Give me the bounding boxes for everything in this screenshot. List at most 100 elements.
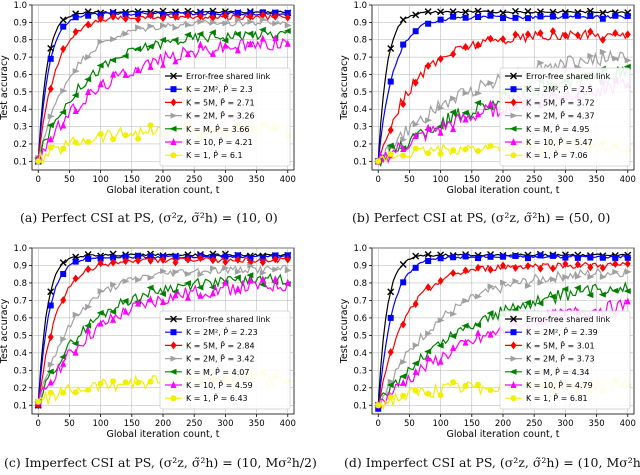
series-marker <box>110 281 118 288</box>
series-marker <box>60 145 67 152</box>
series-marker <box>208 29 216 36</box>
series-marker <box>72 106 79 114</box>
series-marker <box>97 259 104 268</box>
y-tick-label: 0.4 <box>13 105 27 115</box>
series-marker <box>500 279 507 286</box>
x-tick-label: 400 <box>280 175 296 185</box>
legend-label: K = 1, P̂ = 6.43 <box>186 393 248 403</box>
x-tick-label: 250 <box>186 175 202 185</box>
series-marker <box>172 258 179 267</box>
legend-label: K = M, P̂ = 3.66 <box>186 123 249 133</box>
series-marker <box>487 283 495 290</box>
legend-marker <box>170 152 177 159</box>
series-marker <box>475 255 482 262</box>
series-marker <box>612 55 620 62</box>
series-marker <box>524 8 532 16</box>
series-marker <box>462 8 470 16</box>
series-marker <box>400 41 407 48</box>
series-marker <box>160 255 166 264</box>
series-marker <box>437 276 444 285</box>
x-tick-label: 50 <box>404 175 415 185</box>
series-marker <box>537 13 544 20</box>
caption-a: (a) Perfect CSI at PS, (σ²z, σ̃²h) = (10… <box>20 210 278 225</box>
series-marker <box>60 44 67 53</box>
y-tick-label: 0.4 <box>13 349 27 359</box>
series-marker <box>233 31 241 38</box>
legend-marker <box>170 315 177 323</box>
series-marker <box>97 380 104 387</box>
series-marker <box>46 122 54 129</box>
series-marker <box>624 12 631 19</box>
series-marker <box>221 37 229 44</box>
series-marker <box>375 158 382 165</box>
series-marker <box>147 122 154 129</box>
series-marker <box>47 378 54 386</box>
legend-label: K = 2M², P̂ = 2.23 <box>186 327 258 337</box>
series-marker <box>412 367 419 375</box>
legend-label: K = 2M², P̂ = 2.39 <box>526 327 598 337</box>
series-marker <box>122 257 129 266</box>
legend: Error-free shared link K = 2M², P̂ = 2.3 K… <box>159 67 291 167</box>
chart-panel-0: 0.1 0.2 0.3 0.4 0.5 0.6 0.7 0.8 0.9 1.0 0 50 100 150 2… <box>0 1 296 196</box>
series-marker <box>234 16 242 23</box>
series-marker <box>412 342 420 349</box>
y-tick-label: 0.3 <box>13 366 27 376</box>
series-marker <box>247 262 255 269</box>
series-marker <box>450 254 457 261</box>
caption-a-text: (a) Perfect CSI at PS, (σ²z, σ̃²h) = (10… <box>20 210 278 225</box>
series-marker <box>284 278 291 286</box>
series-marker <box>449 8 457 16</box>
legend-label: Error-free shared link <box>526 72 611 81</box>
y-tick-label: 1.0 <box>13 1 27 11</box>
series-marker <box>184 270 192 277</box>
series-marker <box>72 348 79 356</box>
series-marker <box>160 13 166 22</box>
y-tick-label: 0.1 <box>13 401 27 411</box>
series-marker <box>72 14 79 21</box>
legend-label: K = 2M, P̂ = 4.37 <box>526 110 595 120</box>
series-marker <box>172 57 179 65</box>
series-marker <box>612 12 619 19</box>
series-marker <box>450 13 457 20</box>
x-tick-label: 0 <box>36 175 41 185</box>
x-tick-label: 250 <box>526 175 542 185</box>
y-tick-label: 0.9 <box>13 261 27 271</box>
series-marker <box>462 146 469 153</box>
series-marker <box>147 23 155 30</box>
series-marker <box>284 10 291 17</box>
legend-box <box>499 67 631 167</box>
series-marker <box>387 394 394 401</box>
series-marker <box>387 314 394 321</box>
legend-marker <box>170 381 177 388</box>
series-marker <box>110 258 117 267</box>
legend-marker <box>510 112 518 119</box>
legend-label: K = M, P̂ = 4.34 <box>526 366 589 376</box>
series-marker <box>60 336 68 343</box>
legend-label: K = 10, P̂ = 5.47 <box>526 137 593 147</box>
series-marker <box>247 18 255 25</box>
legend-marker <box>510 72 517 80</box>
series-marker <box>412 121 420 128</box>
chart-panel-3: 0.1 0.2 0.3 0.4 0.5 0.6 0.7 0.8 0.9 1.0 0 50 100 150 2… <box>339 244 636 440</box>
series-marker <box>562 12 569 19</box>
series-marker <box>122 14 129 23</box>
series-marker <box>196 284 204 291</box>
series-marker <box>486 310 494 317</box>
caption-c-text: (c) Imperfect CSI at PS, (σ²z, σ̃²h) = (… <box>4 455 317 470</box>
series-marker <box>574 260 581 269</box>
legend-label: K = 1, P̂ = 6.81 <box>526 393 588 403</box>
chart-panel-1: 0.1 0.2 0.3 0.4 0.5 0.6 0.7 0.8 0.9 1.0 0 50 100 150 2… <box>339 1 636 196</box>
series-marker <box>450 311 458 318</box>
series-marker <box>425 123 432 131</box>
series-marker <box>135 24 143 31</box>
series-marker <box>47 55 54 62</box>
x-tick-label: 100 <box>433 419 449 429</box>
series-marker <box>222 41 229 49</box>
series-marker <box>400 378 407 386</box>
series-marker <box>612 268 620 275</box>
legend: Error-free shared link K = 2M², P̂ = 2.23… <box>159 310 291 410</box>
series-marker <box>461 109 469 116</box>
x-tick-label: 250 <box>526 419 542 429</box>
y-tick-label: 0.6 <box>13 70 27 80</box>
